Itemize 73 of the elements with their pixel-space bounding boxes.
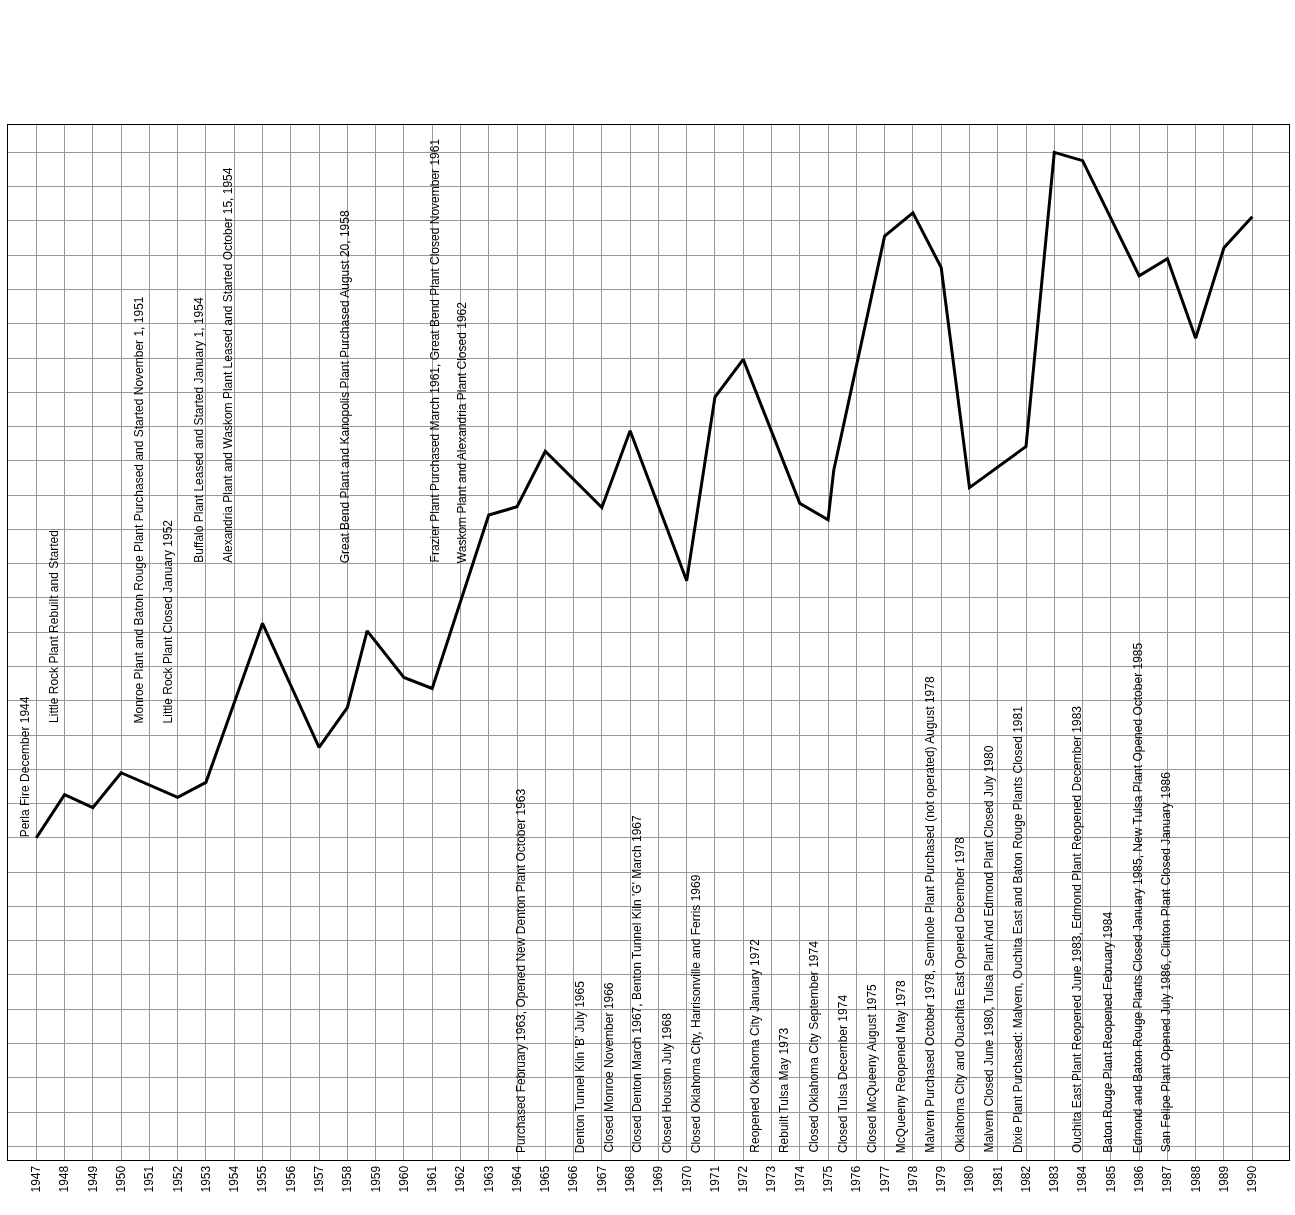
x-tick-label: 1956 (283, 1165, 298, 1193)
x-tick-label: 1948 (57, 1165, 72, 1193)
x-tick-label: 1981 (990, 1165, 1005, 1193)
annotation: Dixie Plant Purchased: Malvern, Ouchita East and Baton Rouge Plants Closed 1981 (1011, 705, 1026, 1154)
annotation: Little Rock Plant Closed January 1952 (160, 519, 175, 724)
x-tick-label: 1949 (85, 1165, 100, 1193)
x-tick-label: 1977 (877, 1165, 892, 1193)
x-tick-label: 1958 (340, 1165, 355, 1193)
text: Rebuilt Tulsa May 1973 (777, 1027, 792, 1154)
x-tick-label: 1980 (962, 1165, 977, 1193)
annotation: Purchased February 1963, Opened New Denton Plant October 1963 (514, 788, 529, 1154)
x-tick-label: 1969 (651, 1165, 666, 1193)
x-tick-label: 1968 (623, 1165, 638, 1193)
x-tick-label: 1976 (849, 1165, 864, 1193)
x-tick-label: 1970 (679, 1165, 694, 1193)
x-tick-label: 1957 (311, 1165, 326, 1193)
x-tick-label: 1963 (481, 1165, 496, 1193)
annotation: Great Bend Plant and Kanopolis Plant Purchased August 20, 1958 (337, 210, 352, 564)
x-tick-label: 1988 (1188, 1165, 1203, 1193)
x-tick-label: 1975 (820, 1165, 835, 1193)
x-tick-label: 1985 (1103, 1165, 1118, 1193)
x-tick-label: 1979 (934, 1165, 949, 1193)
x-tick-label: 1978 (905, 1165, 920, 1193)
x-tick-label: 1974 (792, 1165, 807, 1193)
text: Closed Monroe November 1966 (601, 982, 616, 1153)
text: Closed McQueeny August 1975 (865, 983, 880, 1153)
x-tick-label: 1952 (170, 1165, 185, 1193)
x-tick-label: 1967 (594, 1165, 609, 1193)
text: Denton Tunnel Kiln 'B' July 1965 (572, 980, 587, 1154)
x-tick-label: 1989 (1216, 1165, 1231, 1193)
x-tick-label: 1953 (198, 1165, 213, 1193)
x-tick-label: 1960 (396, 1165, 411, 1193)
x-tick-label: 1990 (1245, 1165, 1260, 1193)
text: Closed Oklahoma City September 1974 (806, 940, 821, 1153)
x-tick-label: 1986 (1132, 1165, 1147, 1193)
annotation: Perla Fire December 1944 (18, 696, 32, 838)
x-tick-label: 1951 (142, 1165, 157, 1193)
x-tick-label: 1965 (538, 1165, 553, 1193)
x-tick-label: 1983 (1047, 1165, 1062, 1193)
x-tick-label: 1987 (1160, 1165, 1175, 1193)
annotation: Monroe Plant and Baton Rouge Plant Purchased and Started November 1, 1951 (131, 296, 146, 724)
annotation: Oklahoma City and Ouachita East Opened December 1978 (952, 836, 967, 1153)
annotation: Edmond and Baton Rouge Plants Closed January 1985, New Tulsa Plant Opened October 1985 (1130, 642, 1145, 1154)
x-tick-label: 1982 (1018, 1165, 1033, 1193)
text: Closed Tulsa December 1974 (836, 994, 851, 1154)
annotation: Frazier Plant Purchased March 1961, Great Bend Plant Closed November 1961 (427, 138, 442, 563)
annotation: Alexandria Plant and Waskom Plant Leased and Started October 15, 1954 (220, 167, 235, 563)
x-tick-label: 1973 (764, 1165, 779, 1193)
annotation: Ouchita East Plant Reopened June 1983, Edmond Plant Reopened December 1983 (1070, 705, 1085, 1153)
annotation: Malvern Closed June 1980, Tulsa Plant And Edmond Plant Closed July 1980 (981, 745, 996, 1153)
text: Closed Houston July 1968 (659, 1012, 674, 1154)
annotation: Closed Denton March 1967, Benton Tunnel Kiln 'G' March 1967 (630, 815, 645, 1153)
x-tick-label: 1955 (255, 1165, 270, 1193)
annotation: Buffalo Plant Leased and Started January 1, 1954 (191, 297, 206, 563)
x-tick-label: 1950 (114, 1165, 129, 1193)
x-tick-label: 1971 (707, 1165, 722, 1193)
x-tick-label: 1964 (509, 1165, 524, 1193)
annotation: Malvern Purchased October 1978, Seminole Plant Purchased (not operated) August 1978 (922, 676, 937, 1153)
text: Closed Oklahoma City, Harrisonville and Ferris 1969 (688, 874, 703, 1154)
x-tick-label: 1961 (425, 1165, 440, 1193)
x-tick-label: 1972 (736, 1165, 751, 1193)
x-tick-label: 1959 (368, 1165, 383, 1193)
x-tick-label: 1984 (1075, 1165, 1090, 1193)
annotation: Little Rock Plant Rebuilt and Started (47, 530, 62, 723)
text: Baton Rouge Plant Reopened February 1984 (1101, 911, 1116, 1153)
text: McQueeny Reopened May 1978 (893, 980, 908, 1154)
x-tick-label: 1954 (227, 1165, 242, 1193)
x-tick-label: 1962 (453, 1165, 468, 1193)
annotation: San Felipe Plant Opened July 1986, Clinton Plant Closed January 1986 (1158, 771, 1173, 1153)
annotation: Waskom Plant and Alexandria Plant Closed 1962 (455, 301, 470, 564)
text: Reopened Oklahoma City January 1972 (748, 938, 762, 1153)
x-tick-label: 1947 (29, 1165, 44, 1193)
x-tick-label: 1966 (566, 1165, 581, 1193)
